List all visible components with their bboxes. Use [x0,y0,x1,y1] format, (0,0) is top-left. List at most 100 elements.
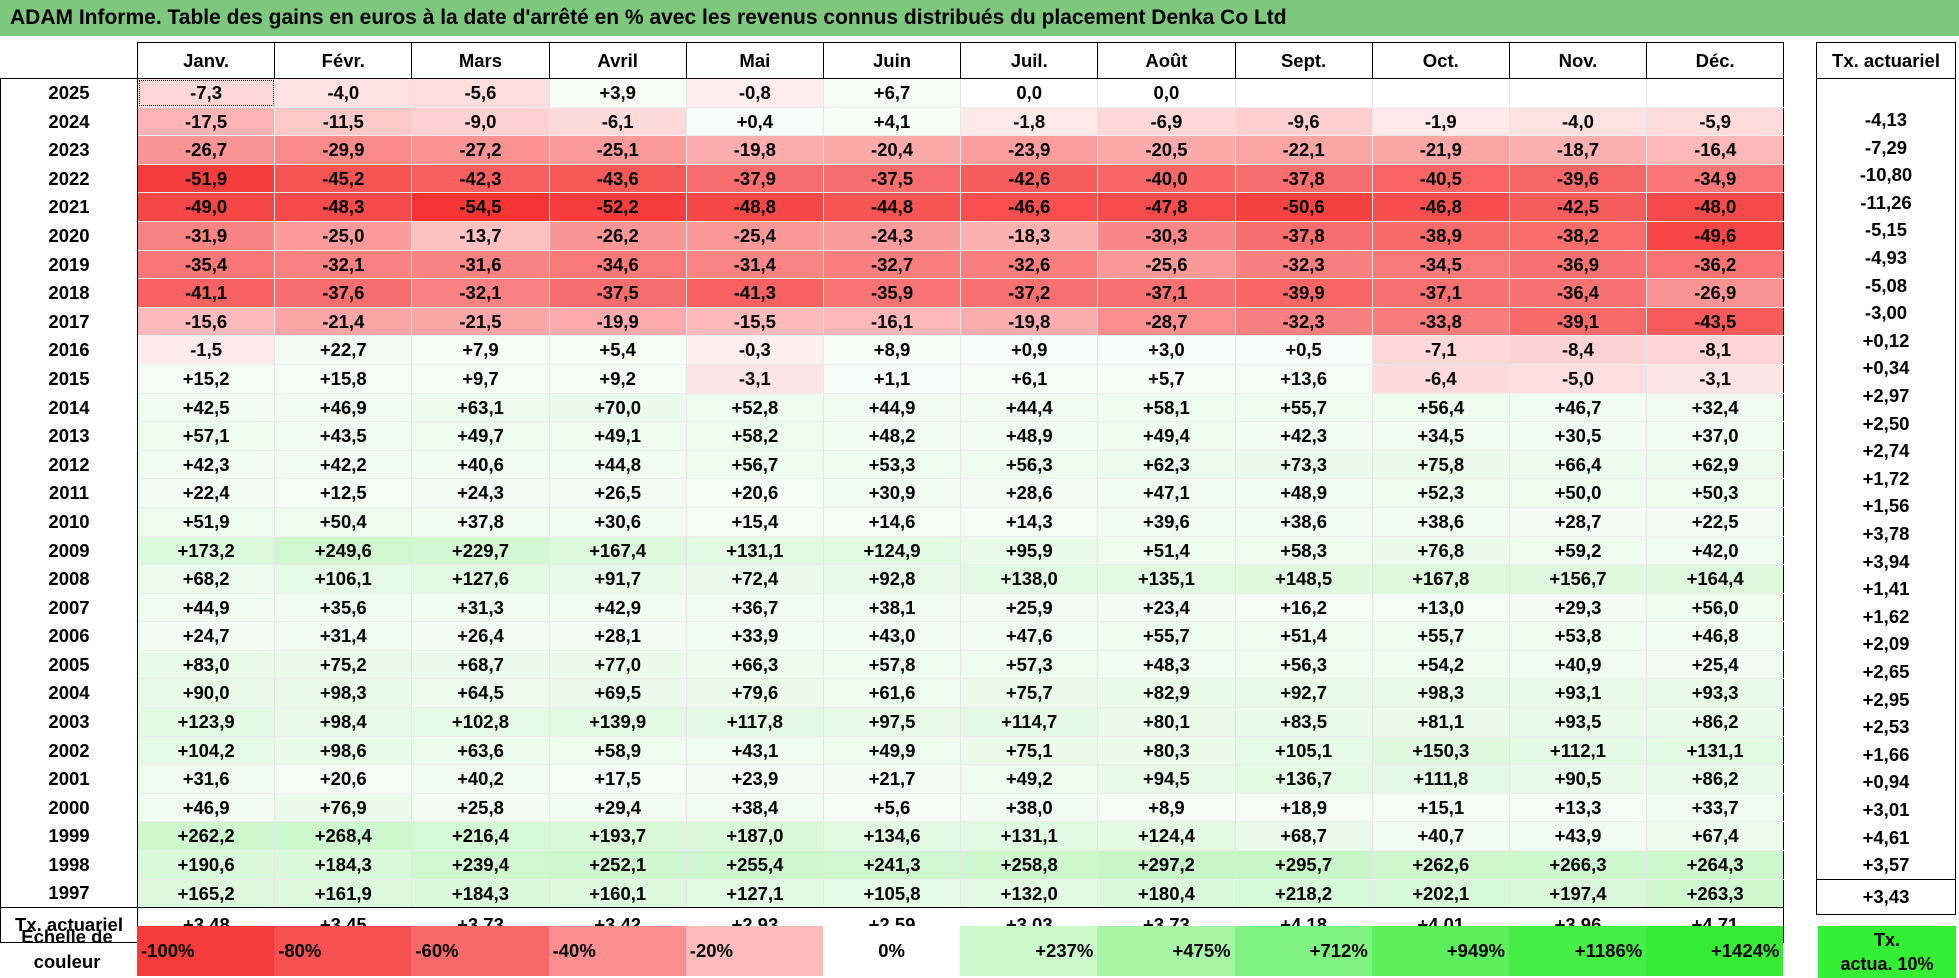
gain-cell: +132,0 [960,879,1099,909]
gain-cell: +86,2 [1646,707,1785,737]
gain-cell: +16,2 [1234,593,1373,623]
gain-cell: +57,3 [960,650,1099,680]
year-row: 1998 +190,6 +184,3 +239,4 +252,1 +255,4 +241,3… [0,850,1785,880]
scale-swatch: -40% [548,926,686,976]
year-row: 2007 +44,9 +35,6 +31,3 +42,9 +36,7 +38,1 +25,9 +… [0,593,1785,623]
year-tx-value: +3,78 [1816,520,1956,548]
gain-cell: +42,3 [1234,421,1373,451]
gain-cell: +82,9 [1097,678,1236,709]
gain-cell: +14,3 [960,507,1099,537]
side-header: Tx. actuariel [1816,42,1956,79]
year-label: 2015 [0,364,138,394]
gain-cell: +184,3 [274,850,413,880]
gain-cell: +98,6 [274,736,413,766]
gain-cell: -21,4 [274,307,413,337]
year-tx-value: -3,00 [1816,299,1956,327]
year-row: 2000 +46,9 +76,9 +25,8 +29,4 +38,4 +5,6 +38,0 +8… [0,793,1785,823]
gain-cell: -32,6 [960,250,1099,280]
gain-cell: +38,1 [822,593,962,623]
scale-swatch: 0% [823,926,961,976]
scale-swatch: +1186% [1509,926,1647,976]
gain-cell: +56,0 [1646,593,1785,623]
gain-cell: -1,8 [960,107,1099,137]
gain-cell: -0,8 [685,78,824,108]
gain-cell: -41,1 [136,278,276,308]
gain-cell: +38,6 [1234,507,1373,537]
gain-cell: +67,4 [1646,821,1785,852]
gain-cell: +58,2 [685,421,824,451]
gain-cell: -21,9 [1371,135,1510,165]
gain-cell: +124,9 [822,536,962,566]
gain-cell: +25,8 [411,793,550,823]
gain-cell: -31,6 [411,250,550,280]
gain-cell: +6,7 [822,78,962,108]
gain-cell: +93,1 [1508,678,1648,709]
gain-cell: -18,3 [960,221,1099,251]
gain-cell: +15,1 [1371,793,1510,823]
gain-cell: -43,5 [1646,307,1785,337]
gain-cell: +263,3 [1646,879,1785,909]
year-tx-value [1816,78,1956,107]
gain-cell: -37,5 [548,278,687,308]
gain-cell: +167,8 [1371,564,1510,594]
gain-cell: -26,9 [1646,278,1785,308]
gain-cell: +80,1 [1097,707,1236,737]
gain-cell: +43,9 [1508,821,1648,852]
gain-cell: +26,5 [548,478,687,508]
gain-cell: +58,9 [548,736,687,766]
gain-cell: -13,7 [411,221,550,251]
scale-side-line1: Tx. [1873,930,1900,950]
header-corner [0,42,138,79]
gain-cell: +56,7 [685,450,824,480]
gain-cell: -37,6 [274,278,413,308]
gain-cell: +93,5 [1508,707,1648,737]
gain-cell: +46,9 [136,793,276,823]
gain-cell: +29,3 [1508,593,1648,623]
gain-cell: +46,7 [1508,393,1648,423]
year-tx-value: -5,08 [1816,271,1956,300]
gain-cell: +98,3 [1371,678,1510,709]
gain-cell: +187,0 [685,821,824,852]
year-tx-value: +2,97 [1816,382,1956,410]
year-tx-value: -4,93 [1816,244,1956,272]
year-label: 2001 [0,764,138,794]
year-row: 2006 +24,7 +31,4 +26,4 +28,1 +33,9 +43,0 +47,6 +… [0,621,1785,651]
year-label: 2014 [0,393,138,422]
gain-cell: -35,4 [136,250,276,280]
gain-cell: +134,6 [822,821,962,852]
gain-cell: +75,2 [274,650,413,680]
gain-cell: -25,0 [274,221,413,251]
gain-cell: -52,2 [548,192,687,222]
gain-cell: +77,0 [548,650,687,680]
gain-cell: -31,4 [685,250,824,280]
gain-cell: -3,1 [1646,364,1785,394]
scale-swatch: -80% [274,926,412,976]
gain-cell: +50,4 [274,507,413,537]
gain-cell: +9,2 [548,364,687,394]
gain-cell: +56,3 [960,450,1099,480]
gain-cell: +49,4 [1097,421,1236,451]
gain-cell: +13,3 [1508,793,1648,823]
gain-cell: +21,7 [822,764,962,794]
gain-cell: +202,1 [1371,879,1510,909]
gain-cell: +54,2 [1371,650,1510,680]
gain-cell: +28,1 [548,621,687,651]
gain-cell: +255,4 [685,850,824,880]
gain-cell: +5,6 [822,793,962,823]
gain-cell: +164,4 [1646,564,1785,594]
gain-cell: +32,4 [1646,393,1785,423]
gain-cell: +161,9 [274,879,413,909]
month-header: Oct. [1371,42,1510,79]
gain-cell: -37,1 [1097,278,1236,308]
gain-cell: +12,5 [274,478,413,508]
gain-cell: +42,2 [274,450,413,480]
year-label: 2009 [0,536,138,565]
month-header: Févr. [274,42,413,79]
gain-cell: +56,4 [1371,393,1510,423]
gain-cell: +13,6 [1234,364,1373,394]
gain-cell: +136,7 [1234,764,1373,794]
gain-cell: +3,9 [548,78,687,108]
scale-swatch: +712% [1234,926,1372,976]
gain-cell: +64,5 [411,678,550,709]
month-header: Avril [548,42,687,79]
